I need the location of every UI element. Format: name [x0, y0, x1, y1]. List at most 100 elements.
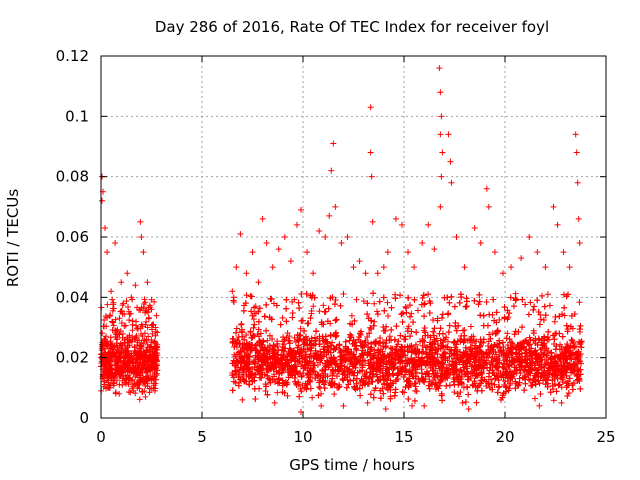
data-point: [138, 365, 145, 372]
data-point: [104, 301, 111, 308]
data-point: [304, 346, 311, 353]
data-point: [439, 352, 446, 359]
data-point: [566, 355, 573, 362]
data-point: [462, 344, 469, 351]
data-point: [364, 311, 371, 318]
data-point: [522, 373, 529, 380]
data-point: [322, 308, 329, 315]
data-point: [402, 303, 409, 310]
data-point: [465, 391, 472, 398]
data-point: [148, 336, 155, 343]
data-point: [138, 321, 145, 328]
data-point: [117, 353, 124, 360]
data-point: [100, 383, 107, 390]
data-point: [110, 322, 117, 329]
data-point: [516, 342, 523, 349]
data-point: [109, 342, 116, 349]
data-point: [107, 334, 114, 341]
data-point: [544, 352, 551, 359]
data-point: [144, 368, 151, 375]
data-point: [419, 355, 426, 362]
data-point: [544, 383, 551, 390]
data-point: [327, 332, 334, 339]
data-point: [525, 341, 532, 348]
data-point: [231, 343, 238, 350]
data-point: [383, 323, 390, 330]
data-point: [578, 338, 585, 345]
data-point: [351, 362, 358, 369]
data-point: [352, 345, 359, 352]
data-point: [445, 329, 452, 336]
data-point: [514, 341, 521, 348]
data-point: [124, 342, 131, 349]
data-point: [422, 376, 429, 383]
data-point: [439, 373, 446, 380]
data-point: [103, 377, 110, 384]
data-point: [109, 318, 116, 325]
data-point: [298, 317, 305, 324]
data-point: [457, 389, 464, 396]
data-point: [142, 379, 149, 386]
data-point: [391, 336, 398, 343]
data-point: [415, 350, 422, 357]
data-point: [252, 396, 259, 403]
data-point: [493, 319, 500, 326]
data-point: [114, 357, 121, 364]
data-point: [526, 377, 533, 384]
data-point: [476, 291, 483, 298]
data-point: [490, 296, 497, 303]
data-point: [247, 372, 254, 379]
data-point: [252, 342, 259, 349]
data-point: [266, 342, 273, 349]
data-point: [105, 350, 112, 357]
data-point: [133, 332, 140, 339]
data-point: [279, 389, 286, 396]
data-point: [99, 330, 106, 337]
data-point: [107, 361, 114, 368]
data-point: [106, 369, 113, 376]
data-point: [275, 376, 282, 383]
data-point: [311, 334, 318, 341]
data-point: [117, 364, 124, 371]
data-point: [283, 381, 290, 388]
data-point: [126, 332, 133, 339]
data-point: [357, 331, 364, 338]
data-point: [398, 368, 405, 375]
data-point: [430, 332, 437, 339]
data-point: [308, 310, 315, 317]
data-point: [559, 333, 566, 340]
data-point: [246, 381, 253, 388]
data-point: [537, 311, 544, 318]
data-point: [575, 368, 582, 375]
data-point: [255, 318, 262, 325]
data-point: [484, 351, 491, 358]
data-point: [294, 337, 301, 344]
data-point: [379, 348, 386, 355]
data-point: [519, 324, 526, 331]
data-point: [320, 381, 327, 388]
data-point: [331, 380, 338, 387]
data-point: [439, 311, 446, 318]
data-point: [152, 363, 159, 370]
data-point: [568, 336, 575, 343]
data-point: [261, 313, 268, 320]
data-point: [509, 344, 516, 351]
data-point: [493, 364, 500, 371]
data-point: [147, 367, 154, 374]
data-point: [427, 339, 434, 346]
data-point: [348, 312, 355, 319]
data-point: [456, 299, 463, 306]
data-point: [144, 363, 151, 370]
data-point: [336, 383, 343, 390]
data-point: [535, 309, 542, 316]
data-point: [263, 327, 270, 334]
data-point: [506, 382, 513, 389]
data-point: [440, 355, 447, 362]
data-point: [232, 379, 239, 386]
data-point: [427, 364, 434, 371]
data-point: [283, 318, 290, 325]
data-point: [303, 385, 310, 392]
data-point: [380, 327, 387, 334]
data-point: [312, 349, 319, 356]
data-point: [399, 310, 406, 317]
